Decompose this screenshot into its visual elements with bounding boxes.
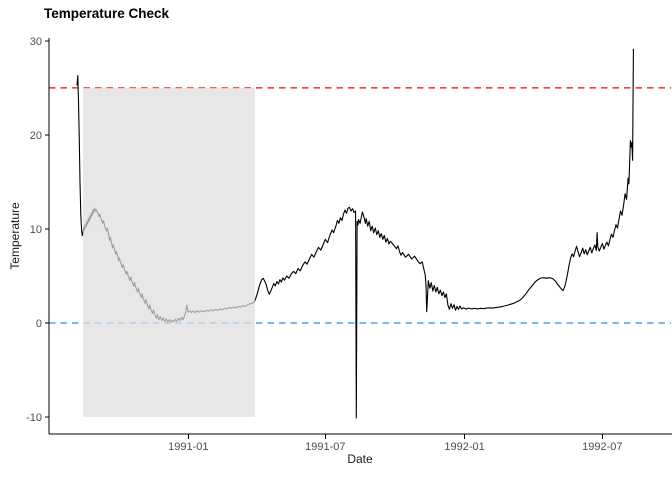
y-tick-label: 10 — [30, 224, 42, 236]
shaded-region — [83, 87, 255, 418]
x-tick-label: 1992-01 — [444, 441, 484, 453]
x-tick-label: 1992-07 — [582, 441, 622, 453]
y-tick-label: 0 — [36, 318, 42, 330]
y-tick-label: 20 — [30, 130, 42, 142]
x-tick-label: 1991-01 — [168, 441, 208, 453]
x-tick-label: 1991-07 — [305, 441, 345, 453]
chart-title: Temperature Check — [44, 6, 170, 21]
x-axis-title: Date — [347, 452, 373, 466]
y-tick-label: 30 — [30, 36, 42, 48]
y-tick-label: -10 — [26, 412, 42, 424]
